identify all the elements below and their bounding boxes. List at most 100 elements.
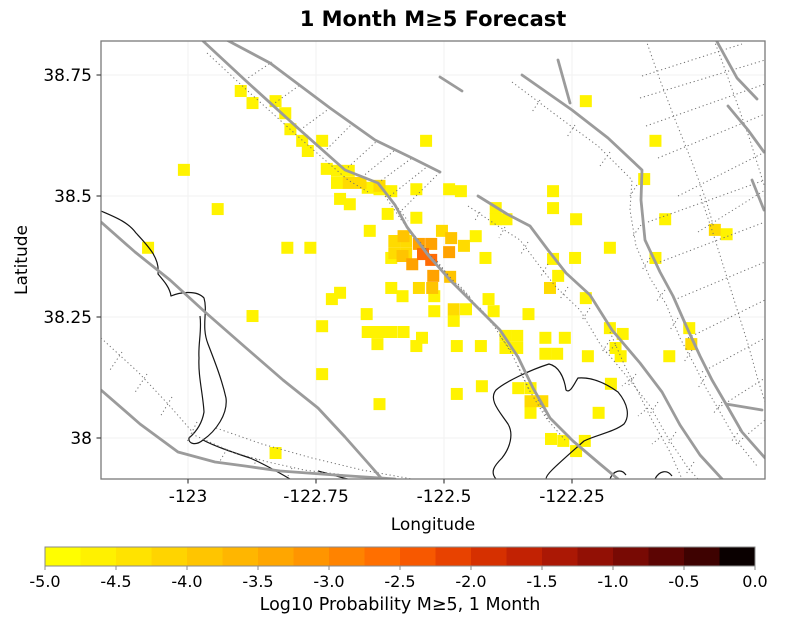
fault-line [438,75,464,93]
heat-cell [545,432,558,445]
colorbar-segment [222,547,259,566]
heat-cell [512,382,525,395]
heat-cell [410,183,423,196]
heat-cell [330,164,343,177]
colorbar-tick-label: -2.5 [384,572,415,591]
fault-zone-dotted [639,43,765,233]
heat-cell [570,213,583,226]
heat-cell [428,305,441,318]
heat-cell [460,303,473,316]
heat-cell [447,303,460,316]
heat-cell [279,107,292,120]
heat-cell [570,445,583,458]
fault-line [225,41,442,174]
x-tick-label: -122.25 [539,487,605,507]
fault-line-layer [101,41,765,479]
chart-title: 1 Month M≥5 Forecast [300,7,567,31]
heat-cell [450,387,463,400]
fault-zone-dotted [244,61,441,211]
heat-cell [234,84,247,97]
heat-cell [663,350,676,363]
fault-line [750,178,765,212]
colorbar: -5.0 -4.5 -4.0 -3.5 -3.0 -2.5 -2.0 -1.5 -1.0 -0.5… [29,546,768,591]
heat-cell [614,350,627,363]
colorbar-segment [400,547,436,566]
colorbar-segment [471,547,507,566]
heat-cell [361,326,374,339]
colorbar-tick-label: -3.0 [313,572,344,591]
colorbar-tick-label: -1.5 [526,572,557,591]
heat-cell [457,239,470,252]
colorbar-tick-label: -5.0 [29,572,60,591]
heat-cell [343,198,356,211]
fault-line [101,388,397,479]
x-tick-label: -122.5 [417,487,472,507]
colorbar-label: Log10 Probability M≥5, 1 Month [260,595,541,615]
heat-cell [334,192,347,205]
heat-cell [363,224,376,237]
heat-cell [604,377,617,390]
heat-cell [708,223,721,236]
heat-cell [547,185,560,198]
heat-cell [579,95,592,108]
heat-cell [425,237,438,250]
colorbar-segment [506,547,543,566]
coastline [609,470,673,479]
colorbar-segment [258,547,294,566]
heat-cell [426,281,439,294]
heat-cell [524,395,537,408]
heat-cell [524,406,537,419]
heat-cell [320,162,333,175]
fault-zone-dotted [511,81,758,467]
colorbar-segment [80,547,117,566]
heat-cell [720,228,733,241]
fault-zone-dotted [645,41,765,229]
heat-cell [381,207,394,220]
fault-line [556,58,572,105]
heat-cell [269,447,282,460]
colorbar-segment [293,547,330,566]
heat-cell [246,97,259,110]
fault-zone-dotted [206,52,369,193]
heat-cell [435,224,448,237]
fault-line [726,104,765,154]
heat-cell [373,398,386,411]
colorbar-segment [364,547,401,566]
fault-line [201,41,620,479]
heat-cell [539,331,552,344]
y-axis-ticks: 38.75 38.5 38.25 38 [43,66,101,449]
colorbar-segment [542,547,578,566]
heat-cell [371,338,384,351]
fault-line [101,220,384,479]
heat-cell [557,434,570,447]
colorbar-segment [684,547,720,566]
heat-cell [592,406,605,419]
x-tick-label: -123 [169,487,208,507]
colorbar-tick-label: -4.5 [100,572,131,591]
colorbar-segment [45,547,81,566]
heat-cell [410,211,423,224]
heat-cell [316,368,329,381]
colorbar-tick-label: -4.0 [171,572,202,591]
y-tick-label: 38.5 [54,187,92,207]
colorbar-tick-label: -1.0 [597,572,628,591]
heat-cell [360,308,373,321]
fault-zone-dotted [609,331,683,479]
heat-cell [342,176,355,189]
heat-cell [396,250,409,263]
heat-cell [489,213,502,226]
x-axis-ticks: -123 -122.75 -122.5 -122.25 [169,479,605,507]
fault-zone-dotted-layer [101,41,765,479]
coastline [202,439,291,479]
heat-cell [427,269,440,282]
colorbar-tick-label: -2.0 [455,572,486,591]
heat-cell [511,329,524,342]
gridlines [101,41,765,479]
colorbar-tick-label: 0.0 [742,572,767,591]
y-tick-label: 38.25 [43,308,92,328]
heat-cell [569,251,582,264]
fault-line [520,73,765,460]
heat-cell [301,144,314,157]
colorbar-segment [719,547,756,566]
fault-zone-dotted [531,99,741,443]
